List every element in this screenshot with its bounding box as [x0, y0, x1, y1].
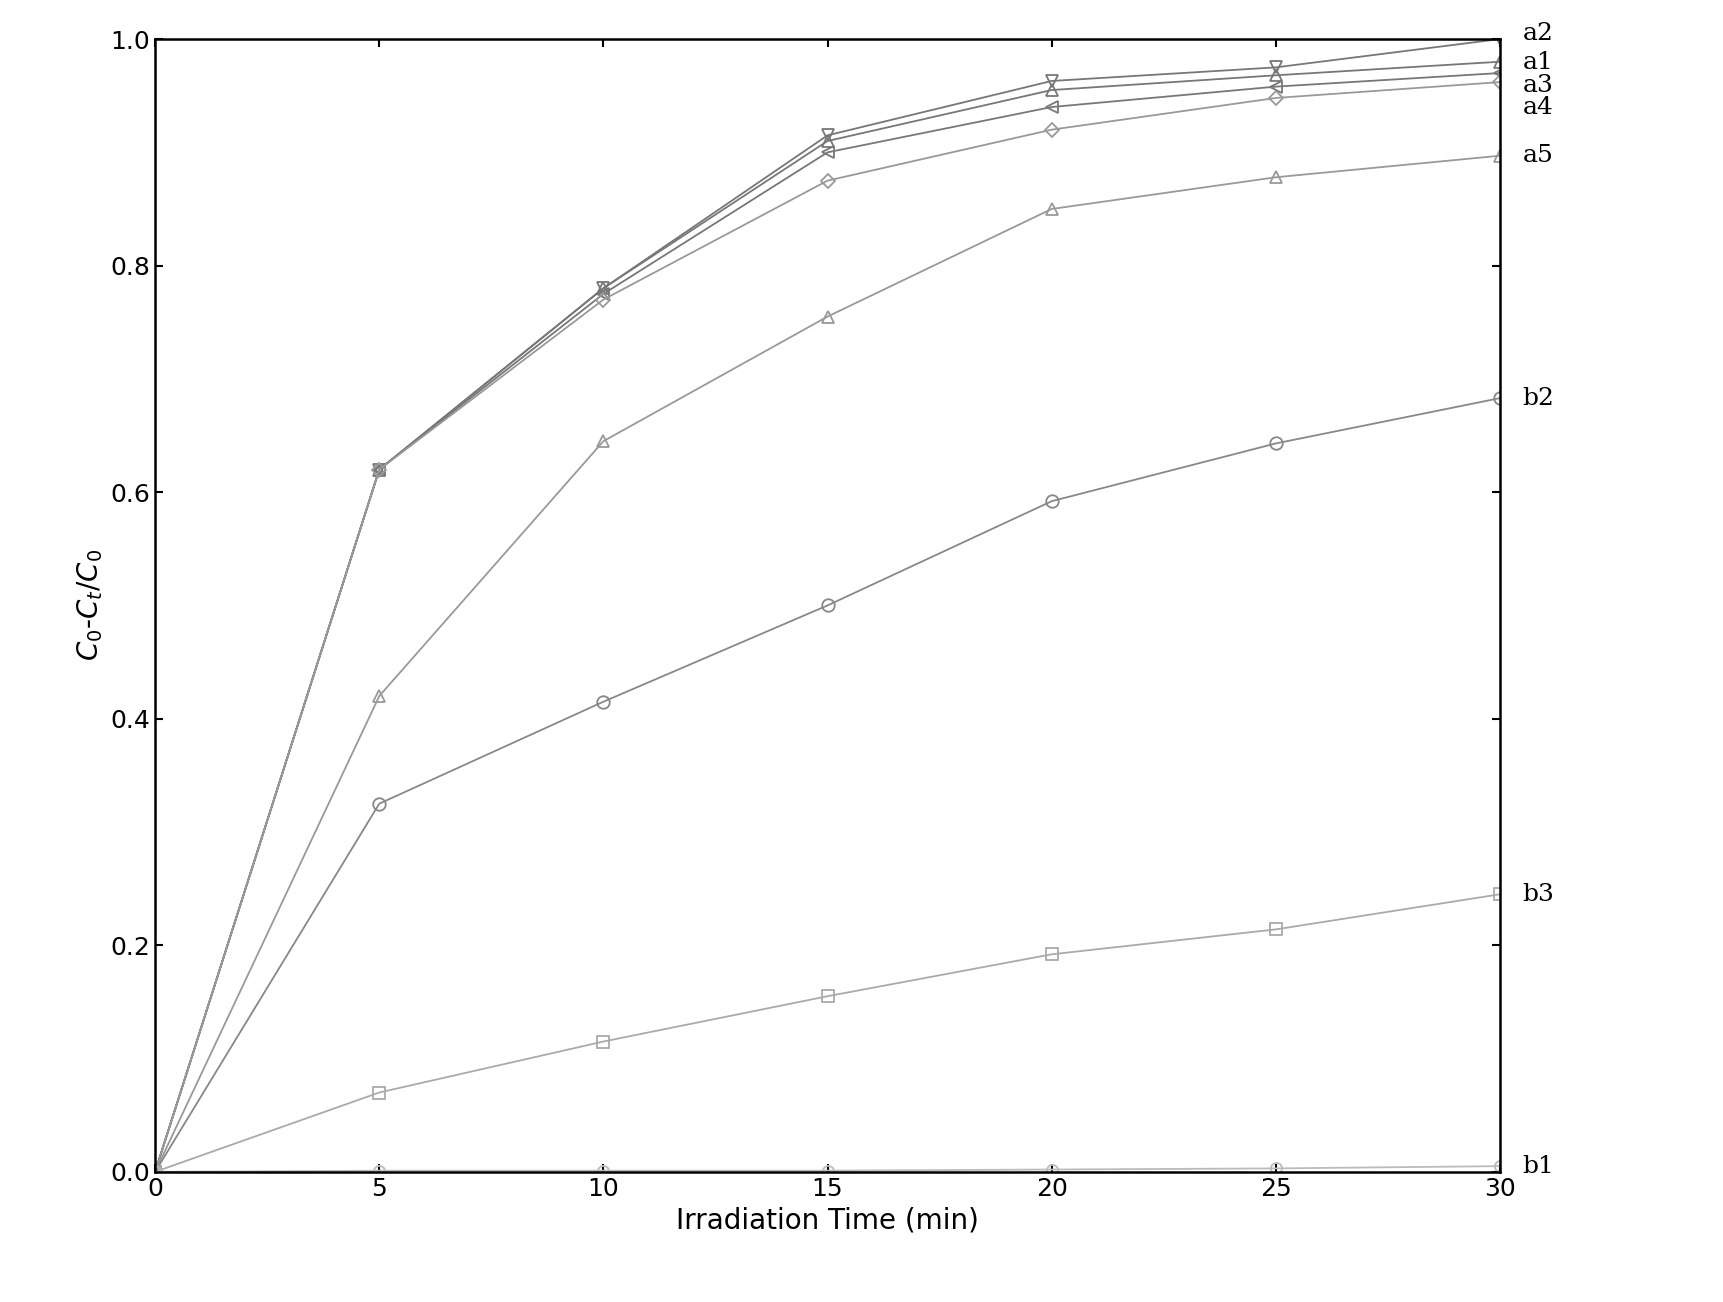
X-axis label: Irradiation Time (min): Irradiation Time (min): [675, 1206, 979, 1234]
Text: a5: a5: [1521, 145, 1552, 167]
Text: a2: a2: [1521, 22, 1552, 44]
Text: a3: a3: [1521, 74, 1552, 98]
Text: b2: b2: [1521, 387, 1552, 410]
Text: b3: b3: [1521, 883, 1552, 906]
Text: a1: a1: [1521, 51, 1552, 74]
Text: a4: a4: [1521, 95, 1552, 118]
Y-axis label: $C_0$-$C_t$/$C_0$: $C_0$-$C_t$/$C_0$: [76, 549, 105, 661]
Text: b1: b1: [1521, 1155, 1552, 1177]
